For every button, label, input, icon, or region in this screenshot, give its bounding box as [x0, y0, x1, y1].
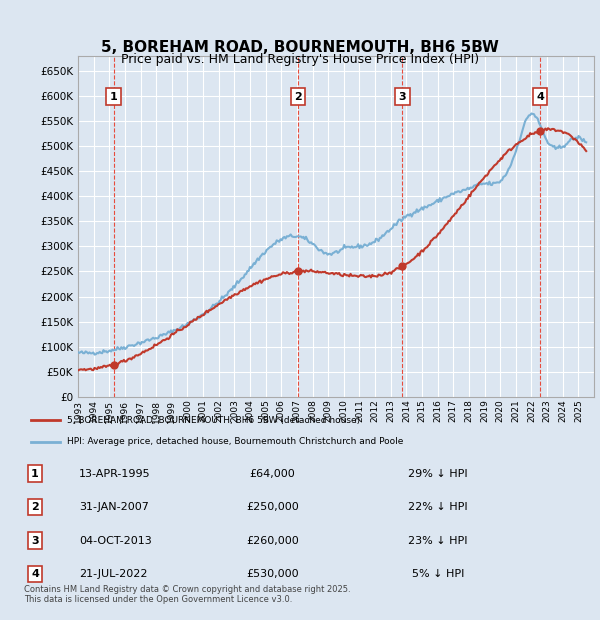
- Text: Contains HM Land Registry data © Crown copyright and database right 2025.
This d: Contains HM Land Registry data © Crown c…: [24, 585, 350, 604]
- Text: 04-OCT-2013: 04-OCT-2013: [79, 536, 152, 546]
- Text: £260,000: £260,000: [246, 536, 299, 546]
- Text: 13-APR-1995: 13-APR-1995: [79, 469, 151, 479]
- Text: 5% ↓ HPI: 5% ↓ HPI: [412, 569, 464, 579]
- Text: 4: 4: [536, 92, 544, 102]
- Text: 22% ↓ HPI: 22% ↓ HPI: [408, 502, 468, 512]
- Text: £250,000: £250,000: [246, 502, 299, 512]
- Text: 23% ↓ HPI: 23% ↓ HPI: [408, 536, 468, 546]
- Text: 2: 2: [31, 502, 39, 512]
- Text: 1: 1: [31, 469, 39, 479]
- Text: 2: 2: [294, 92, 302, 102]
- Text: £530,000: £530,000: [246, 569, 299, 579]
- Text: £64,000: £64,000: [250, 469, 295, 479]
- Text: 21-JUL-2022: 21-JUL-2022: [79, 569, 148, 579]
- Text: 29% ↓ HPI: 29% ↓ HPI: [408, 469, 468, 479]
- Text: 31-JAN-2007: 31-JAN-2007: [79, 502, 149, 512]
- Text: 5, BOREHAM ROAD, BOURNEMOUTH, BH6 5BW: 5, BOREHAM ROAD, BOURNEMOUTH, BH6 5BW: [101, 40, 499, 55]
- Text: 5, BOREHAM ROAD, BOURNEMOUTH, BH6 5BW (detached house): 5, BOREHAM ROAD, BOURNEMOUTH, BH6 5BW (d…: [67, 415, 361, 425]
- Text: 4: 4: [31, 569, 39, 579]
- Text: 3: 3: [31, 536, 39, 546]
- Text: 3: 3: [398, 92, 406, 102]
- Text: 1: 1: [110, 92, 118, 102]
- Text: Price paid vs. HM Land Registry's House Price Index (HPI): Price paid vs. HM Land Registry's House …: [121, 53, 479, 66]
- Text: HPI: Average price, detached house, Bournemouth Christchurch and Poole: HPI: Average price, detached house, Bour…: [67, 437, 404, 446]
